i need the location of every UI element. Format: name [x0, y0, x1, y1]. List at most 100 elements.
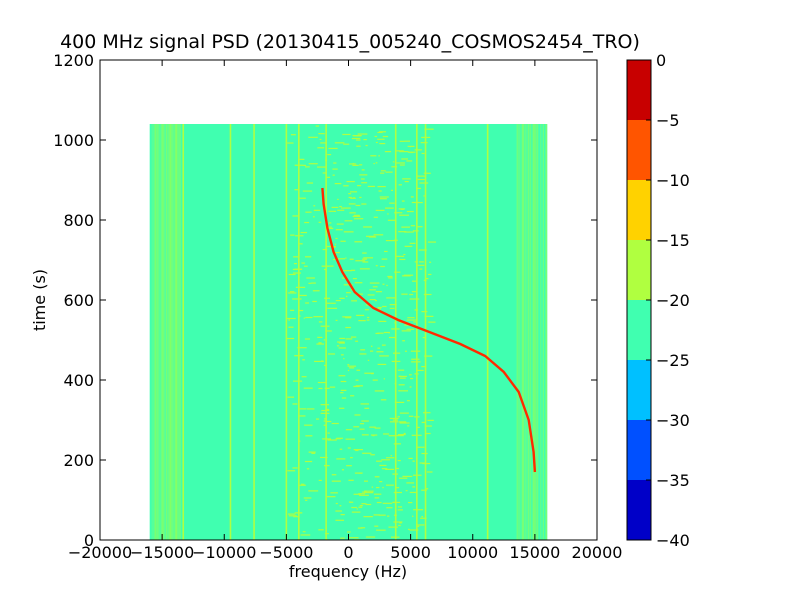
- noise-speckle: [421, 421, 426, 424]
- edge-stripe: [162, 124, 164, 540]
- noise-speckle: [421, 152, 425, 155]
- noise-speckle: [362, 452, 372, 454]
- noise-speckle: [407, 145, 415, 147]
- colorbar-level: [627, 420, 651, 480]
- noise-speckle: [317, 147, 325, 149]
- noise-speckle: [406, 482, 415, 484]
- noise-speckle: [417, 369, 424, 372]
- edge-stripe: [534, 124, 536, 540]
- noise-speckle: [367, 185, 376, 188]
- noise-speckle: [329, 386, 336, 388]
- noise-speckle: [416, 187, 422, 190]
- noise-speckle: [345, 429, 353, 431]
- noise-speckle: [412, 230, 419, 232]
- noise-speckle: [361, 503, 367, 505]
- noise-speckle: [306, 182, 313, 184]
- noise-speckle: [378, 190, 382, 192]
- noise-speckle: [427, 241, 437, 243]
- y-tick-label: 1000: [53, 131, 94, 150]
- edge-stripe: [165, 124, 167, 540]
- noise-speckle: [379, 481, 383, 483]
- noise-speckle: [409, 491, 418, 494]
- noise-speckle: [319, 138, 322, 141]
- noise-speckle: [301, 483, 305, 485]
- noise-speckle: [385, 207, 394, 209]
- y-axis: 0 200 400 600 800 1000 1200: [53, 51, 597, 550]
- noise-speckle: [306, 408, 315, 410]
- noise-speckle: [387, 213, 389, 215]
- noise-speckle: [326, 496, 336, 498]
- edge-stripe: [168, 124, 169, 540]
- noise-speckle: [339, 505, 342, 507]
- noise-speckle: [391, 166, 398, 168]
- noise-speckle: [361, 203, 367, 205]
- noise-speckle: [294, 189, 299, 191]
- noise-speckle: [355, 379, 359, 381]
- noise-speckle: [362, 261, 369, 263]
- noise-speckle: [331, 474, 337, 476]
- noise-speckle: [345, 257, 347, 259]
- noise-speckle: [300, 534, 311, 536]
- noise-speckle: [327, 439, 337, 441]
- edge-stripe: [171, 124, 172, 540]
- noise-speckle: [363, 139, 367, 141]
- edge-stripe: [154, 124, 156, 540]
- x-tick-label: −20000: [68, 543, 132, 562]
- noise-speckle: [304, 338, 311, 340]
- noise-speckle: [376, 460, 382, 462]
- noise-speckle: [383, 433, 390, 435]
- edge-stripe: [543, 124, 545, 540]
- noise-speckle: [308, 490, 319, 492]
- edge-stripe: [542, 124, 544, 540]
- noise-speckle: [389, 417, 399, 420]
- noise-speckle: [394, 435, 404, 437]
- noise-speckle: [343, 185, 349, 187]
- x-tick-label: −10000: [192, 543, 256, 562]
- noise-speckle: [359, 428, 365, 430]
- noise-speckle: [350, 197, 356, 199]
- noise-speckle: [381, 468, 388, 470]
- noise-speckle: [398, 184, 402, 186]
- noise-speckle: [423, 172, 431, 174]
- noise-speckle: [326, 227, 334, 230]
- noise-speckle: [411, 361, 421, 363]
- noise-speckle: [341, 397, 347, 399]
- noise-speckle: [293, 263, 297, 265]
- noise-speckle: [336, 345, 340, 347]
- noise-speckle: [379, 198, 387, 200]
- noise-speckle: [382, 305, 387, 308]
- noise-speckle: [397, 433, 406, 436]
- colorbar-level: [627, 300, 651, 360]
- noise-speckle: [377, 347, 381, 349]
- noise-speckle: [352, 215, 361, 218]
- noise-speckle: [339, 297, 345, 299]
- noise-speckle: [399, 377, 406, 379]
- edge-stripe: [519, 124, 521, 540]
- noise-speckle: [335, 299, 341, 302]
- noise-speckle: [419, 182, 429, 184]
- noise-speckle: [316, 343, 325, 345]
- noise-speckle: [318, 321, 323, 323]
- colorbar-tick-label: −5: [656, 111, 680, 130]
- noise-speckle: [393, 521, 403, 523]
- edge-stripe: [529, 124, 531, 540]
- noise-speckle: [303, 265, 308, 267]
- noise-speckle: [345, 338, 353, 340]
- noise-speckle: [412, 280, 417, 282]
- noise-speckle: [353, 385, 360, 388]
- noise-speckle: [288, 326, 294, 328]
- edge-stripe: [157, 124, 159, 540]
- colorbar-tick-label: −10: [656, 171, 690, 190]
- noise-speckle: [355, 449, 359, 452]
- noise-speckle: [287, 470, 296, 472]
- noise-speckle: [379, 464, 387, 467]
- noise-speckle: [420, 142, 428, 144]
- noise-speckle: [379, 172, 385, 174]
- edge-stripe: [159, 124, 161, 540]
- noise-speckle: [402, 178, 411, 180]
- noise-speckle: [340, 514, 345, 516]
- noise-speckle: [351, 300, 358, 302]
- y-tick-label: 200: [63, 451, 94, 470]
- colorbar-level: [627, 180, 651, 240]
